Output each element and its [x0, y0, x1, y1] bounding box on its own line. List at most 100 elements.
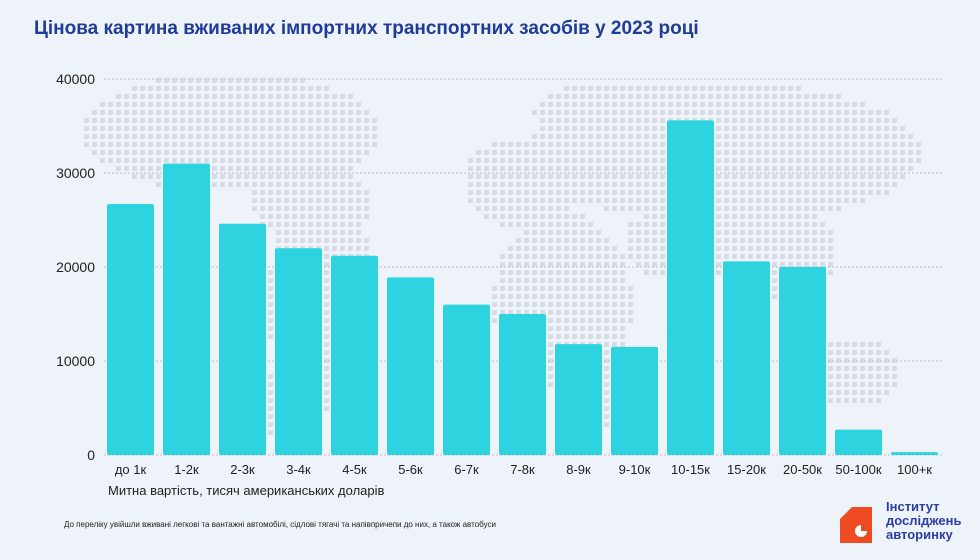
map-dot [788, 110, 793, 115]
map-dot [148, 174, 153, 179]
map-dot [324, 174, 329, 179]
map-dot [612, 182, 617, 187]
map-dot [164, 94, 169, 99]
map-dot [844, 350, 849, 355]
map-dot [164, 102, 169, 107]
map-dot [884, 134, 889, 139]
map-dot [620, 278, 625, 283]
map-dot [636, 222, 641, 227]
x-tick-label: 2-3к [230, 462, 255, 477]
map-dot [588, 102, 593, 107]
map-dot [516, 158, 521, 163]
map-dot [332, 102, 337, 107]
map-dot [796, 214, 801, 219]
map-dot [764, 190, 769, 195]
map-dot [820, 142, 825, 147]
map-dot [580, 142, 585, 147]
map-dot [324, 278, 329, 283]
map-dot [812, 134, 817, 139]
map-dot [716, 198, 721, 203]
map-dot [788, 86, 793, 91]
map-dot [484, 158, 489, 163]
map-dot [620, 166, 625, 171]
map-dot [892, 126, 897, 131]
map-dot [748, 118, 753, 123]
map-dot [292, 142, 297, 147]
map-dot [716, 166, 721, 171]
map-dot [244, 94, 249, 99]
map-dot [772, 190, 777, 195]
y-tick-label: 20000 [56, 259, 95, 275]
map-dot [500, 262, 505, 267]
map-dot [324, 126, 329, 131]
map-dot [524, 198, 529, 203]
map-dot [676, 94, 681, 99]
map-dot [324, 366, 329, 371]
map-dot [772, 254, 777, 259]
map-dot [564, 334, 569, 339]
map-dot [596, 182, 601, 187]
map-dot [268, 198, 273, 203]
map-dot [356, 158, 361, 163]
map-dot [284, 190, 289, 195]
map-dot [580, 134, 585, 139]
map-dot [868, 398, 873, 403]
x-tick-label: 15-20к [727, 462, 766, 477]
map-dot [300, 190, 305, 195]
y-tick-label: 30000 [56, 165, 95, 181]
map-dot [260, 158, 265, 163]
map-dot [812, 166, 817, 171]
map-dot [348, 238, 353, 243]
map-dot [892, 150, 897, 155]
map-dot [468, 182, 473, 187]
map-dot [780, 190, 785, 195]
map-dot [508, 190, 513, 195]
map-dot [172, 102, 177, 107]
map-dot [500, 174, 505, 179]
map-dot [796, 246, 801, 251]
x-tick-label: 100+к [897, 462, 932, 477]
map-dot [100, 102, 105, 107]
map-dot [340, 222, 345, 227]
map-dot [236, 174, 241, 179]
map-dot [308, 102, 313, 107]
map-dot [548, 302, 553, 307]
map-dot [580, 294, 585, 299]
map-dot [516, 190, 521, 195]
map-dot [876, 382, 881, 387]
map-dot [876, 110, 881, 115]
map-dot [356, 134, 361, 139]
map-dot [636, 86, 641, 91]
map-dot [660, 174, 665, 179]
map-dot [628, 238, 633, 243]
map-dot [636, 134, 641, 139]
map-dot [340, 214, 345, 219]
map-dot [148, 134, 153, 139]
map-dot [716, 142, 721, 147]
map-dot [724, 198, 729, 203]
map-dot [564, 302, 569, 307]
map-dot [812, 174, 817, 179]
map-dot [836, 342, 841, 347]
map-dot [916, 150, 921, 155]
map-dot [604, 206, 609, 211]
map-dot [548, 366, 553, 371]
map-dot [852, 190, 857, 195]
map-dot [836, 142, 841, 147]
map-dot [828, 358, 833, 363]
map-dot [644, 206, 649, 211]
map-dot [492, 150, 497, 155]
map-dot [124, 126, 129, 131]
map-dot [516, 150, 521, 155]
map-dot [348, 246, 353, 251]
map-dot [148, 118, 153, 123]
map-dot [348, 222, 353, 227]
map-dot [532, 198, 537, 203]
map-dot [604, 150, 609, 155]
map-dot [172, 110, 177, 115]
map-dot [140, 94, 145, 99]
map-dot [276, 198, 281, 203]
map-dot [548, 158, 553, 163]
logo-line: досліджень [886, 513, 962, 528]
map-dot [916, 142, 921, 147]
